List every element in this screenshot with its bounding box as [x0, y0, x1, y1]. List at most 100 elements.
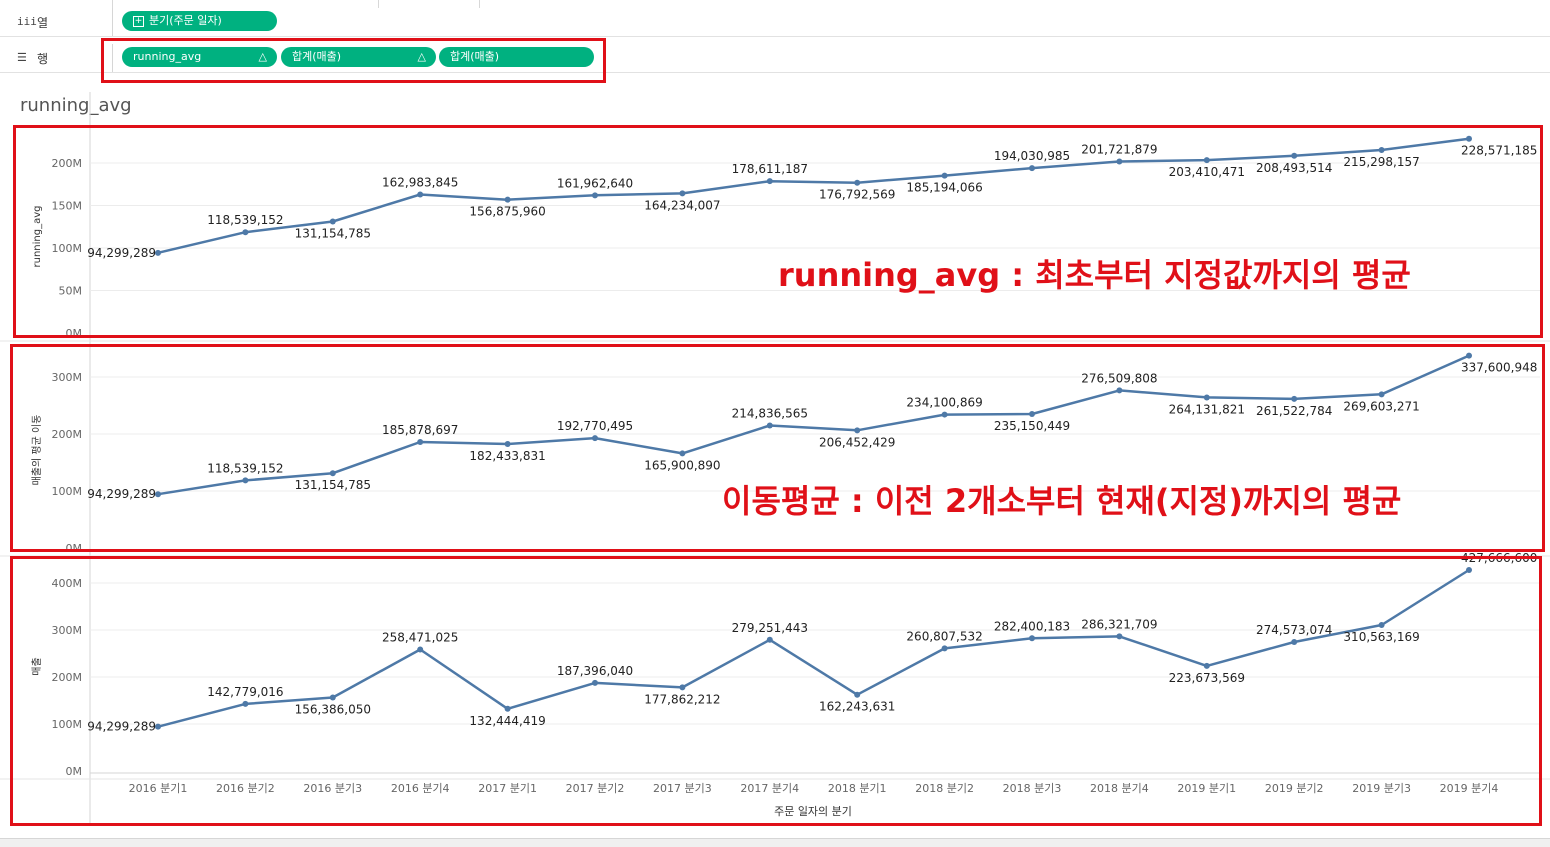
data-point: [854, 179, 861, 186]
rows-drop-area[interactable]: running_avg △ 합계(매출) △ 합계(매출): [113, 47, 1545, 69]
data-label: 223,673,569: [1169, 671, 1245, 685]
data-label: 310,563,169: [1343, 630, 1419, 644]
data-label: 269,603,271: [1343, 399, 1419, 413]
expand-plus-icon[interactable]: +: [133, 15, 144, 27]
data-label: 161,962,640: [557, 176, 633, 190]
y-tick-label: 150M: [52, 200, 83, 213]
data-point: [1116, 158, 1123, 165]
annotation-running-avg: running_avg : 최초부터 지정값까지의 평균: [778, 256, 1411, 294]
x-tick-label: 2019 분기4: [1440, 782, 1499, 795]
data-label: 118,539,152: [207, 461, 283, 475]
data-label: 215,298,157: [1343, 155, 1419, 169]
pill-label: running_avg: [133, 50, 202, 63]
data-label: 260,807,532: [906, 629, 982, 643]
x-tick-label: 2018 분기2: [915, 782, 974, 795]
x-tick-label: 2016 분기1: [129, 782, 188, 795]
data-label: 177,862,212: [644, 692, 720, 706]
x-tick-label: 2016 분기2: [216, 782, 275, 795]
series-line: [157, 568, 1470, 728]
toolbar-segment: [0, 0, 113, 8]
data-label: 187,396,040: [557, 664, 633, 678]
y-tick-label: 200M: [52, 671, 83, 684]
x-tick-label: 2017 분기3: [653, 782, 712, 795]
data-point: [1378, 622, 1385, 629]
x-tick-label: 2018 분기4: [1090, 782, 1149, 795]
x-tick-label: 2017 분기1: [478, 782, 537, 795]
data-point: [1203, 662, 1210, 669]
x-tick-label: 2018 분기3: [1003, 782, 1062, 795]
x-axis-title: 주문 일자의 분기: [774, 804, 852, 818]
data-point: [329, 218, 336, 225]
pill-sum-sales-moving[interactable]: 합계(매출) △: [281, 47, 436, 67]
data-label: 182,433,831: [469, 449, 545, 463]
data-point: [854, 427, 861, 434]
annotation-moving-avg: 이동평균 : 이전 2개소부터 현재(지정)까지의 평균: [722, 482, 1402, 520]
data-label: 201,721,879: [1081, 143, 1157, 157]
y-tick-label: 100M: [52, 718, 83, 731]
data-point: [417, 646, 424, 653]
data-point: [1291, 152, 1298, 159]
y-tick-label: 400M: [52, 577, 83, 590]
data-label: 131,154,785: [295, 227, 371, 241]
rows-shelf-title: 행: [37, 52, 49, 66]
pill-label: 분기(주문 일자): [149, 14, 222, 27]
data-label: 94,299,289: [87, 720, 156, 734]
data-label: 235,150,449: [994, 419, 1070, 433]
data-point: [155, 723, 161, 730]
x-tick-label: 2019 분기2: [1265, 782, 1324, 795]
rows-shelf-label: ☰ 행: [0, 44, 113, 72]
data-label: 185,878,697: [382, 423, 458, 437]
data-label: 208,493,514: [1256, 161, 1332, 175]
columns-shelf: iii 열 + 분기(주문 일자): [0, 8, 1550, 37]
data-point: [155, 249, 161, 256]
data-point: [242, 477, 249, 484]
data-point: [329, 470, 336, 477]
data-point: [592, 192, 598, 199]
data-point: [941, 411, 948, 418]
data-point: [1466, 135, 1472, 142]
pill-label: 합계(매출): [292, 50, 342, 63]
y-tick-label: 300M: [52, 624, 83, 637]
toolbar-segment: [113, 0, 379, 8]
data-point: [1029, 635, 1035, 642]
pill-quarter-order-date[interactable]: + 분기(주문 일자): [122, 11, 277, 31]
delta-icon: △: [417, 50, 426, 63]
data-point: [504, 705, 511, 712]
data-point: [941, 645, 948, 652]
sheet-title: running_avg: [20, 95, 132, 116]
pill-sum-sales[interactable]: 합계(매출): [439, 47, 594, 67]
data-point: [941, 172, 948, 179]
data-label: 94,299,289: [87, 246, 156, 260]
data-label: 203,410,471: [1169, 165, 1245, 179]
data-point: [1203, 157, 1210, 164]
data-point: [1466, 566, 1472, 573]
x-tick-label: 2016 분기3: [303, 782, 362, 795]
series-line: [157, 137, 1470, 255]
data-point: [504, 441, 511, 448]
data-label: 142,779,016: [207, 685, 283, 699]
data-label: 185,194,066: [906, 181, 982, 195]
y-tick-label: 100M: [52, 485, 83, 498]
pill-running-avg[interactable]: running_avg △: [122, 47, 277, 67]
data-point: [766, 636, 773, 643]
data-label: 118,539,152: [207, 213, 283, 227]
y-axis-title: running_avg: [32, 206, 43, 268]
panel3-highlight: [10, 556, 1542, 826]
x-tick-label: 2018 분기1: [828, 782, 887, 795]
data-label: 176,792,569: [819, 188, 895, 202]
status-strip: [0, 838, 1550, 847]
columns-shelf-title: 열: [37, 16, 49, 30]
data-point: [679, 684, 686, 691]
data-label: 258,471,025: [382, 631, 458, 645]
data-point: [329, 694, 336, 701]
data-point: [766, 178, 773, 185]
panel1-highlight: [13, 125, 1543, 338]
data-point: [1029, 410, 1035, 417]
columns-drop-area[interactable]: + 분기(주문 일자): [113, 11, 1545, 33]
toolbar-strip: [0, 0, 1550, 8]
data-point: [766, 422, 773, 429]
data-point: [1466, 352, 1472, 359]
data-label: 214,836,565: [732, 407, 808, 421]
rows-shelf: ☰ 행 running_avg △ 합계(매출) △ 합계(매출): [0, 44, 1550, 73]
data-label: 162,243,631: [819, 700, 895, 714]
